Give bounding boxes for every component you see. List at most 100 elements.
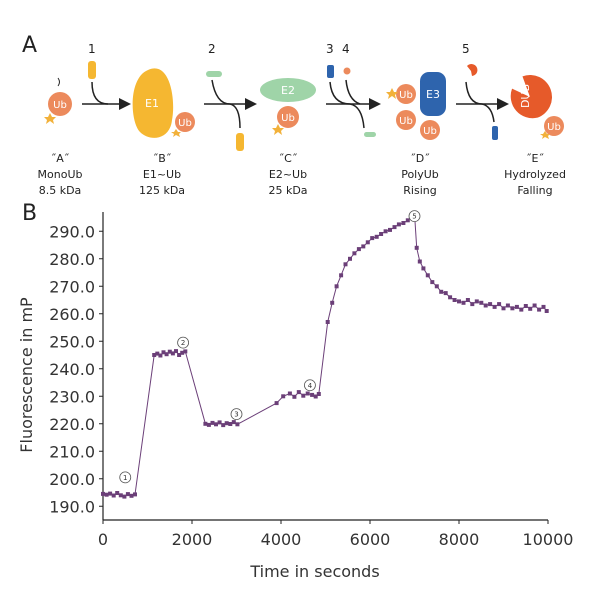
data-point	[274, 401, 279, 406]
data-point	[392, 225, 397, 230]
stage-d-graphic: E3 Ub Ub Ub	[386, 72, 446, 140]
step-marker-circle	[230, 408, 243, 421]
data-point	[339, 273, 344, 278]
stage-a-line2: 8.5 kDa	[39, 184, 82, 197]
y-tick-label: 250.0	[49, 332, 95, 351]
chart-area: 190.0 200.0 210.0 220.0 230.0 240.0 250.0 260.0…	[17, 210, 573, 581]
data-point	[296, 390, 301, 395]
arrow-step-3-curve	[329, 81, 365, 129]
data-point	[210, 420, 215, 425]
star-icon	[540, 131, 550, 139]
ubiquitin-icon	[420, 120, 440, 140]
x-tick-label: 6000	[350, 530, 391, 549]
ubiquitin-icon	[396, 110, 416, 130]
e3-label: E3	[426, 88, 440, 101]
dub-label: DUB	[519, 84, 532, 108]
data-point	[129, 493, 134, 498]
stage-d-line1: PolyUb	[401, 168, 439, 181]
data-point	[203, 421, 208, 426]
data-point	[104, 492, 109, 497]
data-point	[313, 394, 318, 399]
y-tick-label: 220.0	[49, 415, 95, 434]
data-point	[325, 320, 330, 324]
data-point	[101, 491, 105, 496]
step-number-4: 4	[342, 42, 350, 56]
data-point	[414, 245, 419, 250]
e3-enzyme-icon	[420, 72, 446, 116]
stage-b-line2: 125 kDa	[139, 184, 185, 197]
ubiquitin-icon	[396, 84, 416, 104]
data-point	[501, 306, 506, 311]
data-point	[425, 273, 430, 278]
data-point	[231, 420, 236, 425]
step-number-3: 3	[326, 42, 334, 56]
data-point	[316, 392, 321, 396]
step-number-1: 1	[88, 42, 96, 56]
data-point	[383, 229, 388, 234]
data-point	[356, 247, 361, 252]
y-tick-label: 260.0	[49, 305, 95, 324]
stage-b-line1: E1~Ub	[143, 168, 181, 181]
step-marker-label: 1	[123, 474, 127, 482]
data-point	[401, 221, 406, 225]
data-point	[334, 284, 339, 289]
stage-e-graphic: DUB Ub	[510, 75, 564, 139]
stage-e-line1: Hydrolyzed	[504, 168, 566, 181]
data-point	[206, 422, 211, 427]
data-point	[439, 289, 444, 294]
data-point	[448, 295, 453, 300]
data-point	[235, 422, 240, 427]
data-point	[488, 302, 493, 307]
data-point	[497, 302, 502, 307]
data-point	[421, 266, 426, 271]
data-point	[174, 349, 178, 354]
step-marker-circle	[408, 210, 421, 223]
ub-label: Ub	[281, 113, 295, 124]
data-point	[183, 349, 188, 354]
arrow-step-5-curve	[465, 81, 495, 123]
x-axis-title: Time in seconds	[249, 562, 379, 581]
stage-d-line2: Rising	[403, 184, 436, 197]
e1-enzyme-icon	[132, 68, 174, 138]
stage-c-id: ˝C˝	[279, 152, 298, 165]
e1-released-icon	[236, 133, 244, 151]
data-point	[348, 256, 352, 261]
data-point	[330, 300, 335, 305]
data-point	[164, 352, 169, 357]
panel-a: A 1 2 3 4 5 Ub	[22, 33, 566, 197]
data-point	[452, 298, 457, 302]
step-number-5: 5	[462, 42, 470, 56]
data-point	[214, 422, 218, 427]
data-point	[479, 300, 484, 305]
stage-d-id: ˝D˝	[410, 152, 430, 165]
data-point	[405, 218, 410, 223]
e2-reagent-icon	[206, 71, 222, 77]
data-point	[170, 351, 175, 356]
data-point	[519, 307, 524, 312]
step-markers: 1 2 3 4 5	[119, 210, 421, 484]
data-point	[221, 423, 226, 428]
data-point	[505, 303, 510, 308]
data-point	[287, 391, 292, 396]
data-point	[217, 420, 222, 425]
ubiquitin-icon	[544, 116, 564, 136]
step-number-2: 2	[208, 42, 216, 56]
data-points	[101, 211, 549, 499]
ub-label: Ub	[399, 116, 413, 127]
star-icon	[171, 129, 181, 137]
y-tick-label: 190.0	[49, 497, 95, 516]
arrow-step-1-curve	[91, 81, 109, 105]
y-tick-label: 280.0	[49, 250, 95, 269]
data-point	[352, 251, 357, 256]
step-marker-label: 4	[308, 382, 313, 390]
x-tick-label: 8000	[439, 530, 480, 549]
dub-reagent-icon	[467, 64, 478, 76]
ub-label: Ub	[53, 100, 67, 111]
data-point	[465, 298, 470, 302]
step-marker-label: 5	[412, 213, 416, 221]
panel-b: B 190.0200.0210.0220.0230.0240.0250.0260…	[17, 201, 573, 581]
data-point	[544, 309, 549, 313]
data-point	[122, 494, 127, 499]
